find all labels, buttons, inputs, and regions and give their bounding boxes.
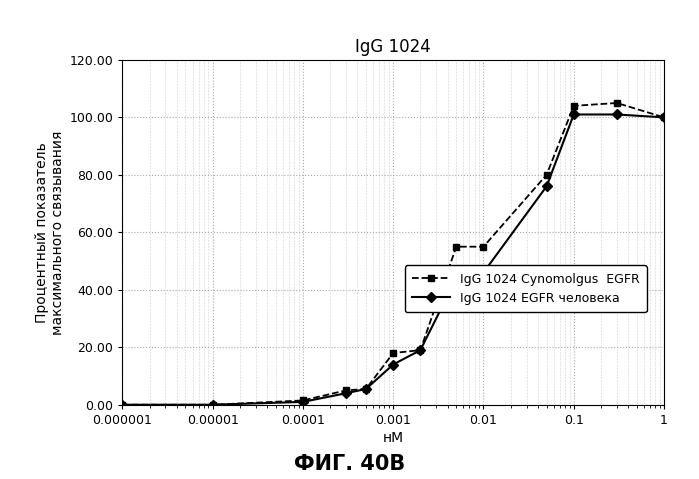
IgG 1024 EGFR человека [416,347,424,353]
IgG 1024 EGFR человека [612,112,621,117]
IgG 1024 EGFR человека [452,275,461,281]
IgG 1024 EGFR человека [118,402,127,408]
IgG 1024 Cynomolgus  EGFR [480,244,488,250]
IgG 1024 EGFR человека [542,183,551,189]
Line: IgG 1024 Cynomolgus  EGFR: IgG 1024 Cynomolgus EGFR [119,100,668,408]
Legend: IgG 1024 Cynomolgus  EGFR, IgG 1024 EGFR человека: IgG 1024 Cynomolgus EGFR, IgG 1024 EGFR … [405,265,647,312]
IgG 1024 Cynomolgus  EGFR [208,402,217,408]
IgG 1024 Cynomolgus  EGFR [298,398,307,403]
IgG 1024 EGFR человека [362,386,370,392]
IgG 1024 EGFR человека [389,362,397,367]
Text: ФИГ. 40В: ФИГ. 40В [294,454,405,474]
IgG 1024 Cynomolgus  EGFR [416,347,424,353]
Y-axis label: Процентный показатель
максимального связывания: Процентный показатель максимального связ… [35,130,65,334]
IgG 1024 Cynomolgus  EGFR [612,100,621,106]
IgG 1024 EGFR человека [342,390,350,396]
IgG 1024 EGFR человека [660,114,668,120]
IgG 1024 Cynomolgus  EGFR [362,386,370,392]
Line: IgG 1024 EGFR человека: IgG 1024 EGFR человека [119,111,668,408]
IgG 1024 Cynomolgus  EGFR [542,172,551,178]
IgG 1024 Cynomolgus  EGFR [389,350,397,356]
IgG 1024 EGFR человека [208,402,217,408]
IgG 1024 Cynomolgus  EGFR [660,114,668,120]
IgG 1024 EGFR человека [570,112,578,117]
IgG 1024 Cynomolgus  EGFR [570,103,578,109]
IgG 1024 Cynomolgus  EGFR [118,402,127,408]
IgG 1024 EGFR человека [480,270,488,275]
X-axis label: нМ: нМ [382,431,404,445]
Title: IgG 1024: IgG 1024 [355,37,431,56]
IgG 1024 Cynomolgus  EGFR [452,244,461,250]
IgG 1024 Cynomolgus  EGFR [342,388,350,393]
IgG 1024 EGFR человека [298,399,307,405]
